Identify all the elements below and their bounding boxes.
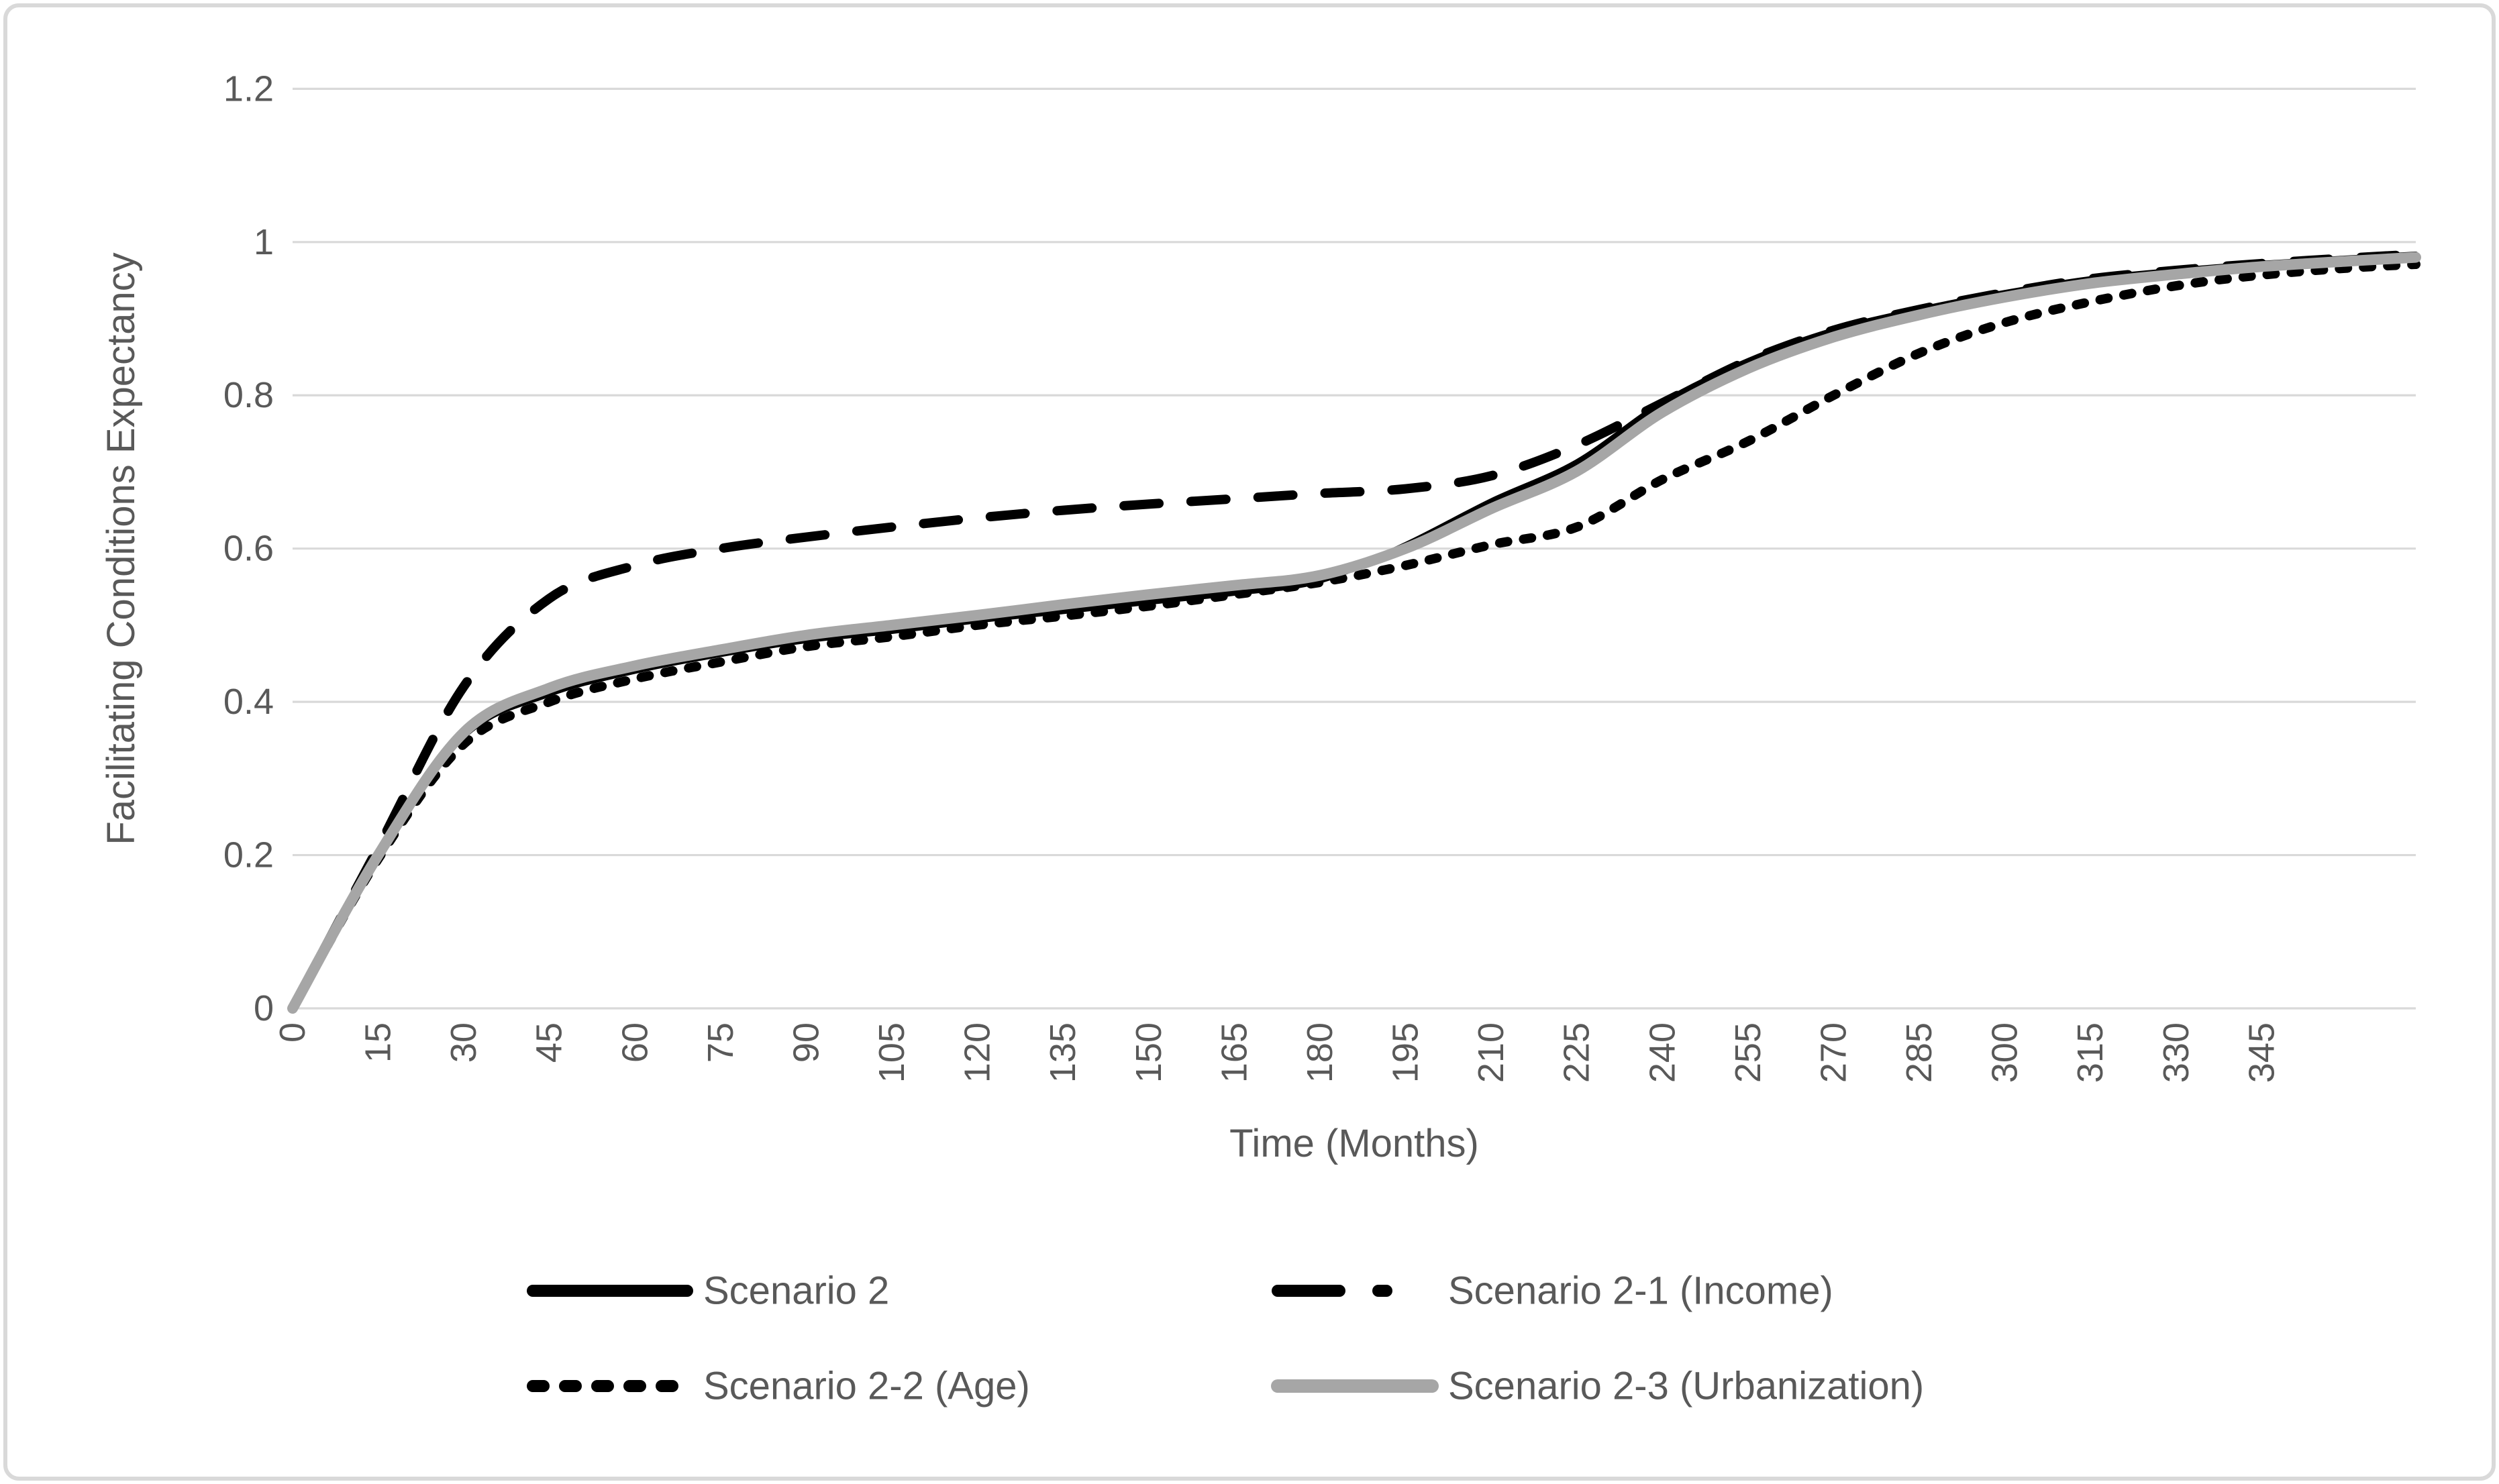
plot-series: [287, 250, 2421, 1014]
gridlines: [293, 87, 2416, 1010]
x-tick-label: 105: [872, 1022, 912, 1083]
x-tick-label: 120: [958, 1022, 998, 1083]
x-tick-label: 330: [2156, 1022, 2196, 1083]
y-tick-label: 0.6: [223, 529, 274, 569]
x-tick-label: 75: [701, 1022, 741, 1063]
legend-label: Scenario 2-2 (Age): [703, 1365, 1030, 1408]
legend-label: Scenario 2: [703, 1269, 889, 1313]
x-tick-label: 180: [1300, 1022, 1340, 1083]
x-tick-label: 225: [1557, 1022, 1597, 1083]
legend-label: Scenario 2-1 (Income): [1448, 1269, 1833, 1313]
x-tick-label: 15: [358, 1022, 399, 1063]
x-tick-label: 345: [2241, 1022, 2282, 1083]
x-tick-label: 195: [1386, 1022, 1426, 1083]
x-tick-label: 30: [444, 1022, 484, 1063]
y-tick-label: 0.8: [223, 375, 274, 415]
x-tick-label: 300: [1985, 1022, 2025, 1083]
x-tick-label: 0: [272, 1022, 313, 1043]
x-tick-label: 150: [1129, 1022, 1169, 1083]
x-tick-label: 270: [1813, 1022, 1853, 1083]
x-tick-label: 255: [1728, 1022, 1768, 1083]
chart-border: [3, 3, 2496, 1481]
legend-item: Scenario 2-1 (Income): [1272, 1269, 1833, 1313]
x-tick-label: 285: [1899, 1022, 1939, 1083]
y-tick-label: 1: [254, 222, 274, 262]
y-axis-title: Facilitating Conditions Expectancy: [99, 252, 143, 845]
x-tick-label: 135: [1043, 1022, 1083, 1083]
legend-item: Scenario 2-3 (Urbanization): [1271, 1365, 1924, 1408]
x-axis-title: Time (Months): [1229, 1122, 1479, 1165]
x-tick-label: 240: [1642, 1022, 1682, 1083]
legend-item: Scenario 2: [527, 1269, 889, 1313]
legend-item: Scenario 2-2 (Age): [527, 1365, 1030, 1408]
series-scenario-2-2-age--line: [288, 260, 2420, 1013]
legend-label: Scenario 2-3 (Urbanization): [1448, 1365, 1924, 1408]
x-axis-tick-labels: 0 15 30 45 60 75 90 105 120 135 150 165 180 195 210 225…: [272, 1022, 2282, 1083]
x-tick-label: 90: [786, 1022, 826, 1063]
series-scenario-2-3-urbanization--line: [287, 252, 2421, 1014]
x-tick-label: 60: [615, 1022, 655, 1063]
y-tick-label: 0.2: [223, 835, 274, 876]
x-tick-label: 45: [529, 1022, 570, 1063]
y-axis-tick-labels: 0 0.2 0.4 0.6 0.8 1 1.2: [223, 68, 274, 1028]
y-tick-label: 1.2: [223, 68, 274, 109]
legend: Scenario 2 Scenario 2-1 (Income) Scenario …: [527, 1269, 1924, 1408]
x-tick-label: 315: [2070, 1022, 2110, 1083]
y-tick-label: 0.4: [223, 682, 274, 722]
x-tick-label: 165: [1214, 1022, 1254, 1083]
x-tick-label: 210: [1471, 1022, 1511, 1083]
y-tick-label: 0: [254, 988, 274, 1028]
